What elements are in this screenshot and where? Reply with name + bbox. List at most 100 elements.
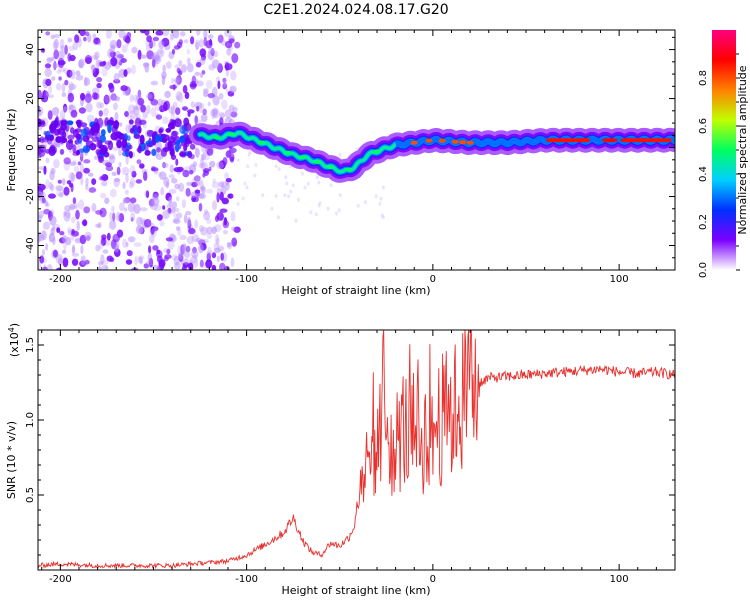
noise-blob bbox=[145, 140, 153, 146]
noise-blob bbox=[167, 207, 172, 214]
x-tick-label: 0 bbox=[430, 574, 436, 585]
noise-blob bbox=[86, 235, 91, 242]
noise-blob bbox=[50, 167, 56, 175]
noise-blob bbox=[167, 122, 175, 130]
noise-blob bbox=[148, 245, 152, 254]
noise-blob bbox=[212, 200, 217, 211]
noise-blob bbox=[178, 251, 185, 259]
noise-blob bbox=[119, 122, 123, 127]
noise-blob bbox=[228, 147, 237, 154]
noise-blob bbox=[224, 30, 232, 38]
noise-blob bbox=[209, 160, 216, 168]
noise-blob bbox=[191, 181, 198, 188]
noise-blob bbox=[72, 159, 77, 164]
noise-blob bbox=[224, 265, 230, 270]
noise-blob bbox=[116, 211, 121, 222]
noise-blob bbox=[217, 245, 225, 252]
noise-blob bbox=[199, 157, 205, 168]
noise-blob bbox=[102, 249, 109, 254]
noise-blob bbox=[96, 140, 103, 149]
noise-blob bbox=[91, 64, 96, 73]
noise-blob bbox=[69, 161, 77, 166]
noise-blob bbox=[193, 175, 201, 182]
noise-blob bbox=[222, 83, 228, 90]
noise-blob bbox=[162, 210, 170, 220]
noise-blob bbox=[202, 168, 210, 174]
noise-blob bbox=[169, 148, 175, 156]
noise-blob bbox=[224, 172, 229, 180]
noise-blob bbox=[48, 234, 53, 243]
noise-blob bbox=[53, 38, 59, 49]
noise-blob bbox=[62, 235, 68, 243]
noise-blob bbox=[69, 69, 76, 80]
noise-blob bbox=[284, 175, 288, 180]
noise-blob bbox=[211, 226, 217, 235]
noise-blob bbox=[223, 217, 228, 226]
noise-blob bbox=[48, 193, 56, 199]
noise-blob bbox=[71, 228, 75, 235]
noise-blob bbox=[158, 128, 163, 134]
noise-blob bbox=[198, 243, 204, 254]
noise-blob bbox=[144, 190, 149, 197]
noise-blob bbox=[172, 218, 181, 224]
noise-blob bbox=[170, 77, 175, 84]
noise-blob bbox=[191, 75, 197, 86]
noise-blob bbox=[326, 206, 330, 211]
noise-blob bbox=[130, 197, 137, 204]
noise-blob bbox=[200, 226, 208, 236]
noise-blob bbox=[213, 224, 222, 232]
noise-blob bbox=[128, 181, 134, 189]
noise-blob bbox=[99, 239, 104, 250]
noise-blob bbox=[114, 111, 119, 122]
noise-blob bbox=[175, 90, 183, 102]
noise-blob bbox=[140, 54, 147, 59]
noise-blob bbox=[113, 72, 120, 83]
noise-blob bbox=[165, 237, 173, 242]
noise-blob bbox=[67, 53, 72, 62]
noise-blob bbox=[144, 62, 150, 73]
noise-blob bbox=[58, 257, 63, 266]
noise-blob bbox=[179, 31, 186, 37]
noise-blob bbox=[202, 152, 207, 160]
noise-blob bbox=[138, 119, 147, 125]
noise-blob bbox=[155, 30, 164, 36]
noise-blob bbox=[206, 232, 212, 239]
noise-blob bbox=[123, 69, 128, 77]
noise-blob bbox=[128, 151, 133, 159]
noise-blob bbox=[187, 150, 193, 159]
noise-blob bbox=[202, 108, 207, 116]
noise-blob bbox=[162, 161, 167, 169]
noise-blob bbox=[206, 218, 212, 225]
noise-blob bbox=[220, 181, 227, 188]
noise-blob bbox=[381, 215, 385, 220]
noise-blob bbox=[154, 134, 160, 143]
ridge-hotspot bbox=[326, 165, 334, 170]
spectrogram-x-axis-label: Height of straight line (km) bbox=[281, 284, 430, 297]
noise-blob bbox=[103, 174, 109, 181]
noise-blob bbox=[161, 74, 166, 86]
noise-blob bbox=[150, 167, 159, 172]
noise-blob bbox=[146, 93, 153, 99]
noise-blob bbox=[147, 252, 153, 262]
noise-blob bbox=[274, 194, 278, 198]
noise-blob bbox=[241, 196, 245, 201]
noise-blob bbox=[101, 180, 108, 187]
noise-blob bbox=[71, 258, 79, 266]
noise-blob bbox=[230, 156, 234, 162]
noise-blob bbox=[207, 93, 215, 99]
noise-blob bbox=[45, 31, 51, 36]
noise-blob bbox=[38, 261, 42, 270]
noise-blob bbox=[203, 91, 209, 97]
noise-blob bbox=[158, 259, 166, 268]
noise-blob bbox=[44, 134, 52, 141]
noise-blob bbox=[221, 197, 229, 205]
noise-blob bbox=[211, 252, 217, 259]
noise-blob bbox=[206, 252, 211, 262]
noise-blob bbox=[137, 97, 145, 106]
noise-blob bbox=[100, 129, 106, 137]
noise-blob bbox=[125, 173, 129, 184]
noise-blob bbox=[72, 144, 77, 154]
noise-blob bbox=[124, 189, 129, 195]
noise-blob bbox=[208, 47, 214, 55]
